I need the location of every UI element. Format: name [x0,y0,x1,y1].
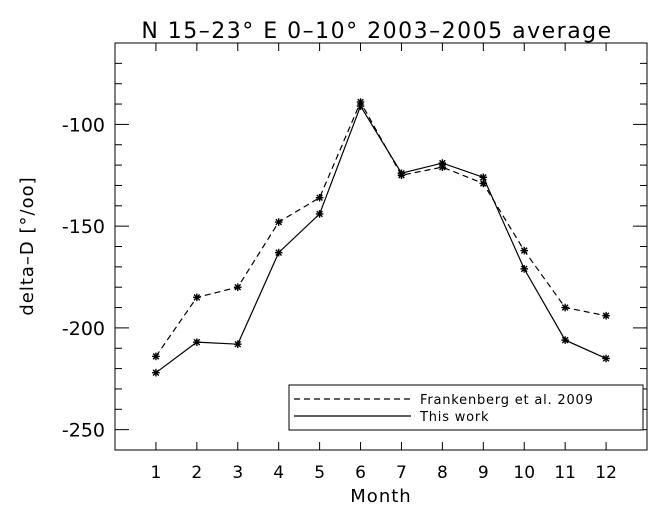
data-point [356,102,365,110]
y-tick-label: -150 [62,216,105,238]
marker-stroke [561,336,569,344]
data-point [397,169,406,178]
data-point [520,265,529,273]
marker-stroke [520,247,528,254]
data-point [193,293,201,302]
marker-stroke [602,312,610,320]
x-tick-label: 6 [355,463,366,483]
marker-stroke [234,283,242,291]
x-tick-label: 2 [191,463,202,483]
marker-stroke [275,249,283,256]
data-point [315,210,324,218]
x-tick-label: 12 [595,463,617,483]
data-point [152,352,160,361]
marker-stroke [234,340,242,348]
x-tick-label: 11 [554,463,576,483]
series-line [155,104,607,374]
data-point [315,193,324,202]
data-point [520,246,529,255]
legend-box [288,384,644,431]
marker-stroke [561,304,569,311]
data-point [438,159,447,167]
marker-stroke [275,218,283,226]
marker-stroke [520,265,528,273]
y-tick-label: -100 [62,114,105,136]
data-point [602,354,610,363]
marker-stroke [602,355,610,362]
data-point [561,303,569,312]
data-point [274,218,283,226]
x-tick-label: 1 [151,463,162,483]
marker-stroke [152,369,160,377]
x-tick-label: 8 [437,463,448,483]
legend: Frankenberg et al. 2009 This work [288,384,644,431]
chart-title: N 15–23° E 0–10° 2003–2005 average [141,19,612,44]
data-point [233,340,242,348]
data-point [274,248,283,257]
x-tick-label: 10 [513,463,535,483]
legend-label: Frankenberg et al. 2009 [420,393,594,408]
data-point [561,336,569,344]
marker-stroke [316,210,323,218]
marker-stroke [193,294,201,301]
marker-stroke [193,338,201,346]
marker-stroke [439,159,446,167]
x-tick-label: 4 [273,463,284,483]
y-tick-label: -200 [62,318,105,340]
marker-stroke [398,169,405,177]
x-tick-label: 7 [396,463,407,483]
legend-label: This work [419,410,489,425]
x-tick-label: 9 [478,463,489,483]
marker-stroke [152,353,160,360]
data-point [602,311,610,320]
x-tick-label: 3 [232,463,243,483]
marker-stroke [479,173,487,181]
x-axis-label: Month [350,486,411,507]
y-axis-label: delta–D [°/oo] [17,176,38,315]
data-point [193,338,201,346]
y-tick-label: -250 [62,420,105,442]
marker-stroke [357,102,364,110]
data-point [233,283,242,291]
data-point [152,368,160,377]
marker-stroke [316,194,323,202]
x-tick-label: 5 [314,463,325,483]
data-point [479,173,488,182]
